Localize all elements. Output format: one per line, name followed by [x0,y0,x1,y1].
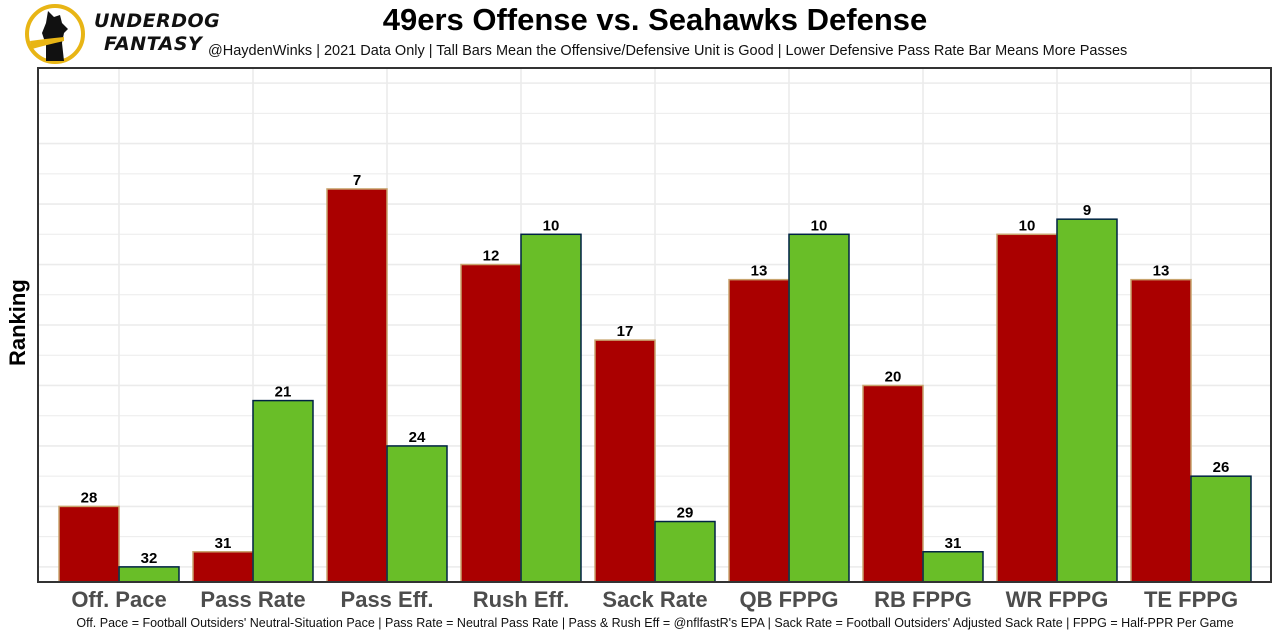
panel-border [37,67,1272,583]
x-tick-label: RB FPPG [874,587,972,612]
brand-name-line2: FANTASY [104,33,203,55]
footnote-caption: Off. Pace = Football Outsiders' Neutral-… [76,616,1234,630]
offense-bar [58,505,120,583]
offense-bar [1130,278,1192,583]
offense-bar [192,551,254,583]
x-tick-labels: Off. Pace Pass Rate Pass Eff. Rush Eff. Sack… [71,587,1238,612]
bar-value-label: 20 [885,368,902,385]
dog-silhouette-icon [42,11,68,61]
chart-subtitle: @HaydenWinks | 2021 Data Only | Tall Bar… [208,43,1128,59]
underdog-logo [25,4,85,64]
defense-bar [386,445,448,583]
x-tick-label: Sack Rate [602,587,707,612]
data-labels: 28 31 7 12 17 13 20 10 13 32 21 24 10 29 10 31 9 26 [81,172,1230,567]
bar-value-label: 26 [1213,459,1230,476]
bar-value-label: 17 [617,323,634,340]
bar-value-label: 10 [1019,217,1036,234]
bar-value-label: 10 [543,217,560,234]
bar-value-label: 21 [275,384,292,401]
x-tick-label: Off. Pace [71,587,166,612]
x-tick-label: Pass Rate [200,587,305,612]
bar-value-label: 31 [945,535,962,552]
bar-value-label: 29 [677,505,694,522]
x-tick-label: TE FPPG [1144,587,1238,612]
offense-bar [862,384,924,583]
chart-title: 49ers Offense vs. Seahawks Defense [382,2,928,37]
offense-bar [460,263,522,583]
bar-value-label: 28 [81,489,98,506]
defense-bar [1056,218,1118,583]
offense-bar [326,188,388,583]
x-tick-label: WR FPPG [1006,587,1109,612]
x-tick-label: Pass Eff. [341,587,434,612]
bar-value-label: 9 [1083,202,1091,219]
bar-value-label: 13 [751,263,768,280]
bar-value-label: 31 [215,535,232,552]
offense-bar [996,233,1058,583]
scarf-icon [30,37,64,49]
defense-bar [252,399,314,583]
x-tick-label: Rush Eff. [473,587,570,612]
defense-bar [654,520,716,583]
defense-bar [1190,475,1252,583]
bar-value-label: 32 [141,550,158,567]
bar-value-label: 24 [409,429,426,446]
defense-bar [788,233,850,583]
x-tick-label: QB FPPG [739,587,838,612]
defense-bar [118,566,180,583]
brand-name-line1: UNDERDOG [94,10,221,32]
defense-bar [922,551,984,583]
offense-bar [728,278,790,583]
bar-value-label: 10 [811,217,828,234]
offense-bar [594,339,656,583]
bar-value-label: 12 [483,248,500,265]
bar-value-label: 7 [353,172,361,189]
bar-value-label: 13 [1153,263,1170,280]
defense-bar [520,233,582,583]
